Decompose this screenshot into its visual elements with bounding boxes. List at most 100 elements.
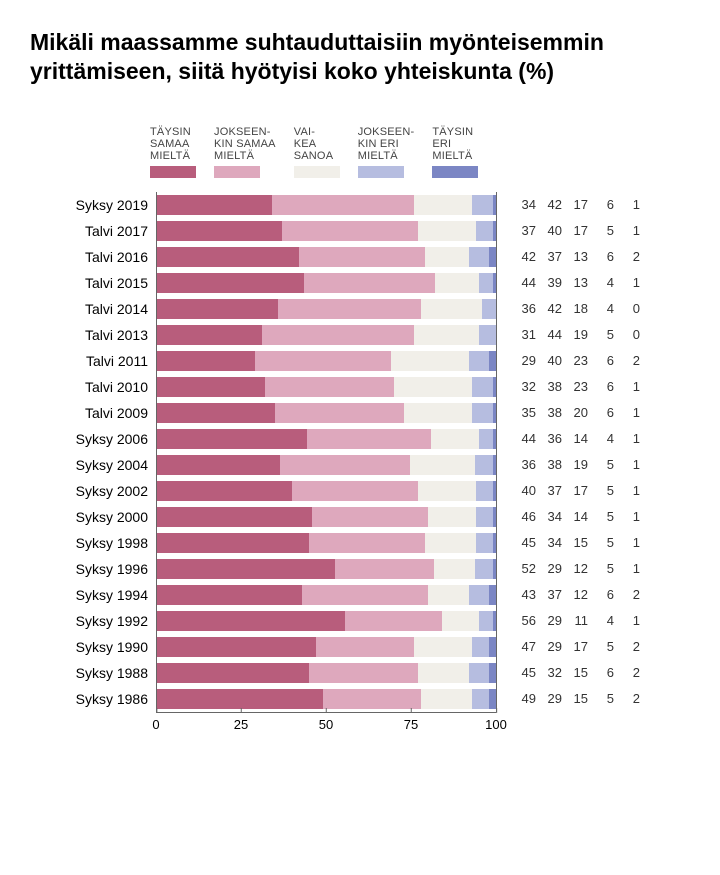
legend-item: JOKSEEN- KIN SAMAA MIELTÄ	[214, 126, 276, 178]
value-cell: 34	[536, 509, 562, 524]
legend-label: JOKSEEN- KIN SAMAA MIELTÄ	[214, 126, 276, 162]
value-cell: 37	[510, 223, 536, 238]
data-row: Talvi 200935382061	[30, 400, 690, 426]
bar-segment	[493, 403, 496, 423]
row-values: 44391341	[510, 275, 640, 290]
value-cell: 38	[536, 379, 562, 394]
value-cell: 12	[562, 587, 588, 602]
value-cell: 4	[588, 613, 614, 628]
bar-segment	[489, 663, 496, 683]
value-cell: 34	[510, 197, 536, 212]
value-cell: 17	[562, 223, 588, 238]
bar-segment	[493, 533, 496, 553]
bar-track	[156, 455, 496, 475]
legend-label: JOKSEEN- KIN ERI MIELTÄ	[358, 126, 415, 162]
bar-segment	[442, 611, 479, 631]
bar-segment	[299, 247, 425, 267]
data-row: Talvi 201032382361	[30, 374, 690, 400]
row-values: 34421761	[510, 197, 640, 212]
value-cell: 15	[562, 691, 588, 706]
row-label: Talvi 2014	[30, 301, 156, 317]
value-cell: 4	[588, 275, 614, 290]
row-values: 44361441	[510, 431, 640, 446]
value-cell: 4	[588, 431, 614, 446]
bar-segment	[472, 637, 489, 657]
bar-segment	[493, 481, 496, 501]
value-cell: 40	[536, 353, 562, 368]
bar-track	[156, 689, 496, 709]
bar-track	[156, 559, 496, 579]
legend-swatch	[150, 166, 196, 178]
bar-segment	[309, 663, 418, 683]
value-cell: 39	[536, 275, 562, 290]
data-row: Talvi 201129402362	[30, 348, 690, 374]
bar-segment	[493, 195, 496, 215]
legend-item: TÄYSIN SAMAA MIELTÄ	[150, 126, 196, 178]
chart-title: Mikäli maassamme suhtauduttaisiin myönte…	[30, 28, 690, 86]
bar-segment	[418, 663, 469, 683]
value-cell: 29	[536, 691, 562, 706]
value-cell: 35	[510, 405, 536, 420]
bar-segment	[156, 663, 309, 683]
value-cell: 2	[614, 639, 640, 654]
bar-segment	[156, 403, 275, 423]
bar-segment	[475, 455, 492, 475]
value-cell: 18	[562, 301, 588, 316]
bar-track	[156, 195, 496, 215]
bar-segment	[476, 481, 493, 501]
bar-segment	[469, 663, 489, 683]
row-values: 29402362	[510, 353, 640, 368]
value-cell: 2	[614, 587, 640, 602]
value-cell: 29	[536, 561, 562, 576]
bar-segment	[434, 559, 475, 579]
value-cell: 1	[614, 223, 640, 238]
data-row: Syksy 198845321562	[30, 660, 690, 686]
value-cell: 6	[588, 249, 614, 264]
bar-segment	[414, 637, 472, 657]
value-cell: 46	[510, 509, 536, 524]
bar-track	[156, 637, 496, 657]
value-cell: 43	[510, 587, 536, 602]
value-cell: 12	[562, 561, 588, 576]
bar-track	[156, 403, 496, 423]
row-label: Syksy 2019	[30, 197, 156, 213]
bar-segment	[469, 351, 489, 371]
value-cell: 32	[510, 379, 536, 394]
row-values: 36381951	[510, 457, 640, 472]
legend-swatch	[358, 166, 404, 178]
bar-segment	[309, 533, 425, 553]
row-label: Syksy 2002	[30, 483, 156, 499]
value-cell: 15	[562, 665, 588, 680]
row-label: Syksy 2006	[30, 431, 156, 447]
legend-label: VAI- KEA SANOA	[294, 126, 334, 162]
value-cell: 44	[536, 327, 562, 342]
bar-segment	[156, 481, 292, 501]
row-label: Syksy 2004	[30, 457, 156, 473]
bar-segment	[479, 325, 496, 345]
legend: TÄYSIN SAMAA MIELTÄ JOKSEEN- KIN SAMAA MI…	[150, 126, 690, 178]
bar-segment	[262, 325, 413, 345]
data-row: Syksy 2006 44361441	[30, 426, 690, 452]
row-label: Talvi 2015	[30, 275, 156, 291]
bar-segment	[493, 559, 496, 579]
bar-segment	[280, 455, 411, 475]
bar-track	[156, 429, 496, 449]
bar-segment	[323, 689, 422, 709]
value-cell: 2	[614, 249, 640, 264]
bar-segment	[482, 299, 496, 319]
legend-item: TÄYSIN ERI MIELTÄ	[432, 126, 478, 178]
value-cell: 5	[588, 457, 614, 472]
value-cell: 1	[614, 483, 640, 498]
value-cell: 5	[588, 691, 614, 706]
bar-segment	[278, 299, 421, 319]
bar-segment	[312, 507, 428, 527]
bar-segment	[428, 507, 476, 527]
row-values: 47291752	[510, 639, 640, 654]
value-cell: 23	[562, 353, 588, 368]
bar-segment	[345, 611, 443, 631]
bar-segment	[255, 351, 391, 371]
bar-segment	[156, 221, 282, 241]
bar-segment	[391, 351, 469, 371]
bar-segment	[418, 481, 476, 501]
row-label: Syksy 1990	[30, 639, 156, 655]
